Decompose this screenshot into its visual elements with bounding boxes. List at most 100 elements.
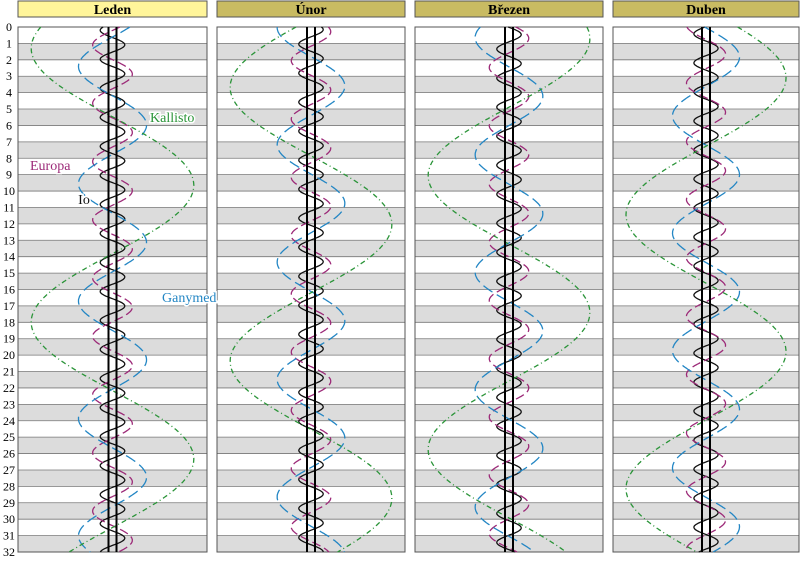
stripe	[217, 305, 405, 323]
stripe	[18, 207, 207, 224]
stripe	[415, 174, 603, 192]
panel-frame	[612, 26, 800, 553]
day-label: 1	[6, 36, 12, 50]
stripe	[18, 305, 207, 323]
stripe	[613, 535, 799, 552]
stripe	[613, 371, 799, 388]
stripe	[613, 141, 799, 159]
stripe	[217, 174, 405, 192]
day-label: 26	[3, 447, 15, 461]
day-label: 12	[3, 217, 15, 231]
stripe	[217, 535, 405, 552]
month-title: Březen	[488, 3, 530, 18]
stripe	[415, 240, 603, 257]
stripe	[415, 535, 603, 552]
stripe	[217, 240, 405, 257]
day-label: 20	[3, 348, 15, 362]
day-label: 4	[6, 86, 12, 100]
month-header	[216, 0, 406, 18]
stripe	[217, 76, 405, 93]
stripe	[217, 371, 405, 388]
month-header	[17, 0, 208, 18]
day-label: 14	[3, 250, 15, 264]
stripe	[18, 502, 207, 520]
day-label: 32	[3, 545, 15, 558]
stripe	[415, 273, 603, 290]
day-label: 23	[3, 397, 15, 411]
stripe	[217, 338, 405, 356]
day-label: 25	[3, 430, 15, 444]
day-label: 22	[3, 381, 15, 395]
day-label: 19	[3, 332, 15, 346]
stripe	[217, 141, 405, 159]
month-title: Duben	[686, 3, 726, 18]
moon-label: Io	[78, 193, 90, 208]
panel-frame	[17, 26, 208, 553]
month-title: Leden	[94, 3, 132, 18]
day-label: 7	[6, 135, 12, 149]
stripe	[18, 273, 207, 290]
day-label: 16	[3, 283, 15, 297]
stripe	[613, 273, 799, 290]
stripe	[18, 404, 207, 421]
month-header	[414, 0, 604, 18]
moon-orbit	[92, 26, 133, 553]
stripe	[613, 338, 799, 356]
moon-label: Ganymed	[162, 291, 216, 306]
stripe	[613, 109, 799, 126]
moon-label: Europa	[30, 159, 71, 174]
day-label: 18	[3, 315, 15, 329]
moon-label: Kallisto	[150, 111, 194, 126]
day-label: 21	[3, 365, 15, 379]
stripe	[217, 404, 405, 421]
day-label: 27	[3, 463, 15, 477]
day-label: 24	[3, 414, 15, 428]
stripe	[217, 437, 405, 454]
moon-orbit	[276, 27, 346, 553]
day-label: 11	[3, 200, 15, 214]
stripe	[613, 404, 799, 421]
stripe	[415, 437, 603, 454]
day-label: 0	[6, 20, 12, 34]
day-label: 17	[3, 299, 15, 313]
stripe	[613, 502, 799, 520]
stripe	[613, 305, 799, 323]
moon-orbit	[427, 26, 591, 553]
month-title: Únor	[295, 1, 326, 18]
day-label: 13	[3, 233, 15, 247]
stripe	[18, 240, 207, 257]
stripe	[415, 43, 603, 60]
stripe	[415, 305, 603, 323]
stripe	[217, 207, 405, 224]
stripe	[18, 141, 207, 159]
moon-orbit	[290, 26, 332, 553]
stripe	[217, 502, 405, 520]
day-label: 30	[3, 512, 15, 526]
stripe	[613, 437, 799, 454]
moon-orbit	[488, 26, 530, 553]
stripe	[18, 535, 207, 552]
stripe	[217, 469, 405, 487]
month-header	[612, 0, 800, 18]
moon-orbit	[685, 26, 727, 553]
moon-orbit	[30, 26, 195, 553]
moon-orbit	[298, 26, 324, 553]
moon-orbit	[77, 26, 148, 553]
stripe	[613, 240, 799, 257]
stripe	[415, 109, 603, 126]
day-label: 28	[3, 479, 15, 493]
day-label: 10	[3, 184, 15, 198]
stripe	[18, 371, 207, 388]
stripe	[415, 502, 603, 520]
stripe	[18, 469, 207, 487]
stripe	[415, 76, 603, 93]
day-label: 3	[6, 69, 12, 83]
day-label: 8	[6, 151, 12, 165]
stripe	[613, 43, 799, 60]
day-label: 2	[6, 53, 12, 67]
stripe	[217, 273, 405, 290]
stripe	[415, 141, 603, 159]
day-label: 5	[6, 102, 12, 116]
stripe	[18, 338, 207, 356]
